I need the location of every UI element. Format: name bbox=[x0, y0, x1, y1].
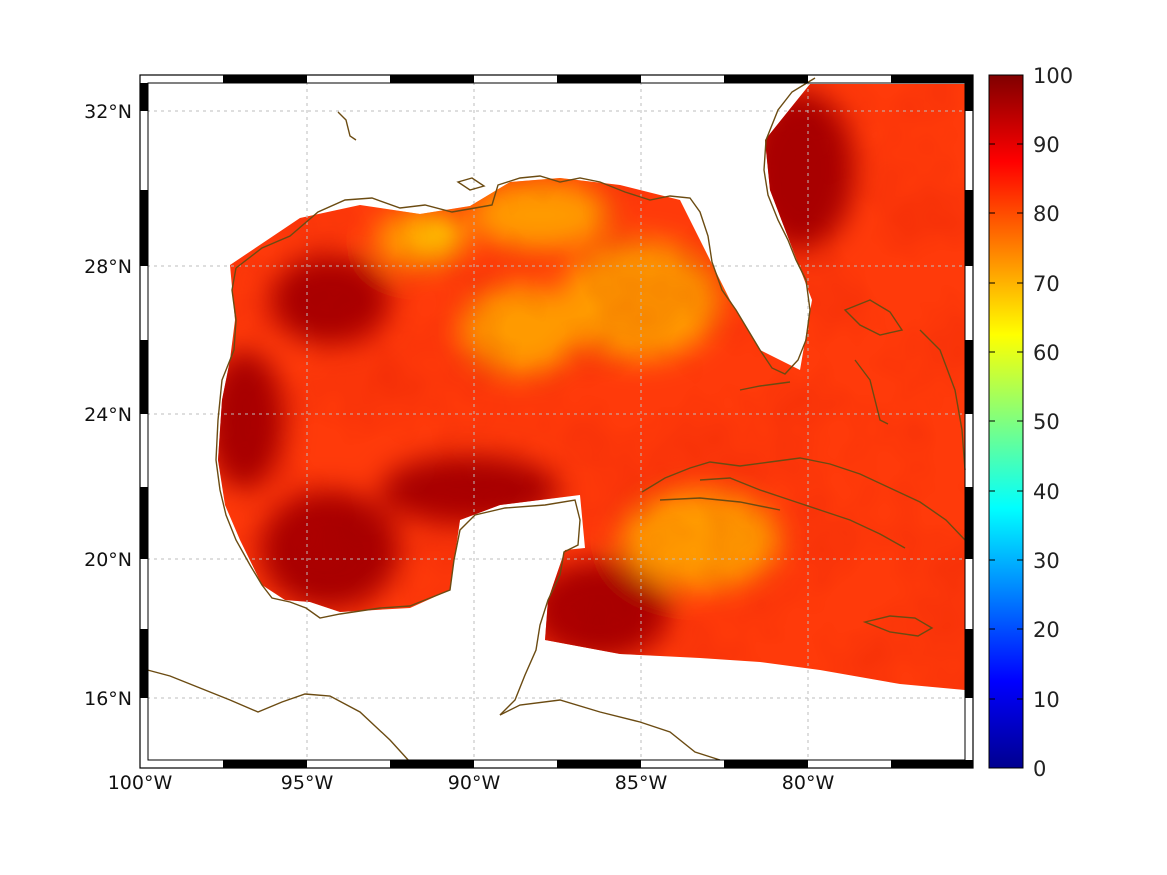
lat-tick-label: 20°N bbox=[84, 549, 132, 571]
colorbar-label: 70 bbox=[1033, 272, 1060, 296]
colorbar-label: 40 bbox=[1033, 480, 1060, 504]
graticule bbox=[148, 83, 965, 761]
colorbar-label: 30 bbox=[1033, 549, 1060, 573]
colorbar-label: 60 bbox=[1033, 341, 1060, 365]
colorbar-label: 50 bbox=[1033, 410, 1060, 434]
lat-tick-label: 24°N bbox=[84, 404, 132, 426]
colorbar-label: 90 bbox=[1033, 133, 1060, 157]
colorbar-label: 10 bbox=[1033, 688, 1060, 712]
lon-tick-label: 95°W bbox=[281, 772, 334, 794]
colorbar-label: 100 bbox=[1033, 64, 1073, 88]
colorbar: 100 90 80 70 60 50 40 30 20 10 0 bbox=[988, 64, 1073, 781]
colorbar-label: 80 bbox=[1033, 202, 1060, 226]
lon-tick-label: 90°W bbox=[448, 772, 501, 794]
lon-tick-label: 85°W bbox=[615, 772, 668, 794]
lat-tick-label: 32°N bbox=[84, 101, 132, 123]
map-border bbox=[139, 74, 974, 769]
coastline bbox=[139, 77, 966, 763]
lat-tick-labels: 32°N 28°N 24°N 20°N 16°N bbox=[84, 101, 132, 710]
lat-tick-label: 16°N bbox=[84, 688, 132, 710]
lon-tick-label: 100°W bbox=[108, 772, 173, 794]
lon-tick-labels: 100°W 95°W 90°W 85°W 80°W bbox=[108, 772, 835, 794]
colorbar-label: 0 bbox=[1033, 757, 1046, 781]
lon-tick-label: 80°W bbox=[782, 772, 835, 794]
colorbar-label: 20 bbox=[1033, 618, 1060, 642]
lat-tick-label: 28°N bbox=[84, 256, 132, 278]
